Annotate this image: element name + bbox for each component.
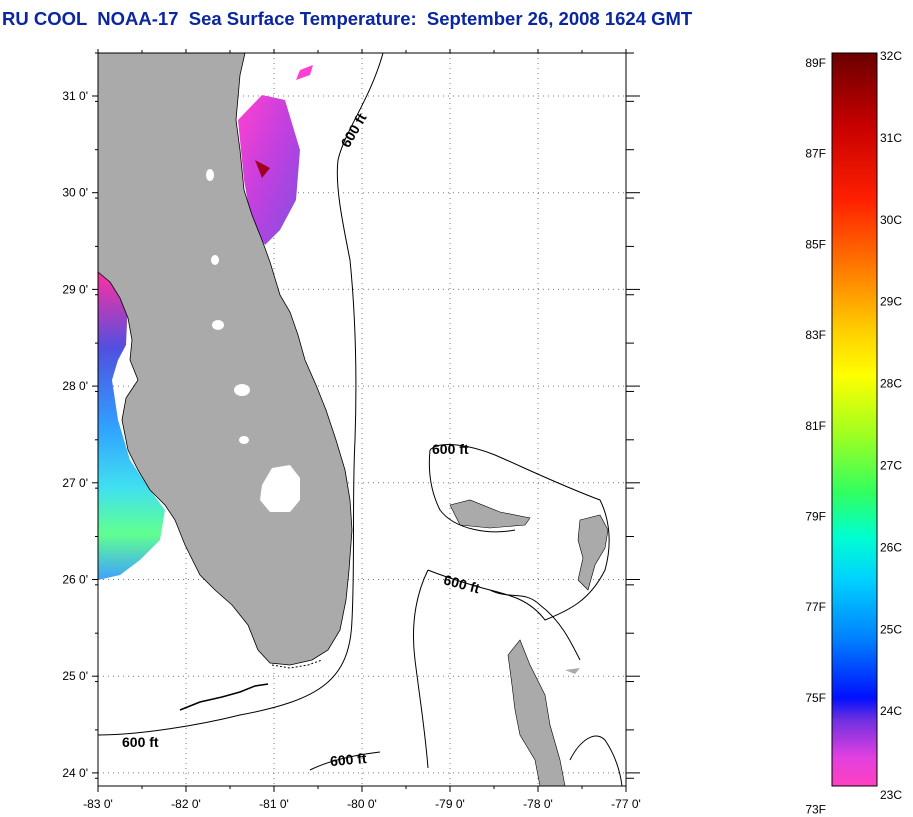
- sst-swath-west: [98, 272, 165, 580]
- colorbar-c-label: 23C: [880, 788, 902, 802]
- colorbar-c-label: 29C: [880, 295, 902, 309]
- land-bahamas: [449, 499, 609, 787]
- colorbar-f-label: 75F: [805, 691, 826, 705]
- colorbar-f-label: 73F: [805, 803, 826, 817]
- lon-tick-label: -82 0': [171, 797, 201, 811]
- colorbar-f-label: 77F: [805, 600, 826, 614]
- colorbar-celsius-labels: 32C 31C 30C 29C 28C 27C 26C 25C 24C 23C: [880, 49, 902, 802]
- colorbar-f-label: 79F: [805, 510, 826, 524]
- land-florida: [97, 52, 353, 711]
- colorbar-c-label: 30C: [880, 213, 902, 227]
- lat-tick-label: 25 0': [62, 669, 88, 683]
- lon-tick-label: -79 0': [435, 797, 465, 811]
- colorbar-c-label: 26C: [880, 540, 902, 554]
- colorbar-c-label: 27C: [880, 459, 902, 473]
- graticule-grid: [98, 53, 626, 786]
- lat-tick-label: 30 0': [62, 186, 88, 200]
- colorbar-c-label: 25C: [880, 622, 902, 636]
- colorbar-c-label: 32C: [880, 49, 902, 63]
- lon-tick-label: -80 0': [347, 797, 377, 811]
- lon-tick-label: -83 0': [83, 797, 113, 811]
- contour-label: 600 ft: [122, 734, 159, 750]
- colorbar-f-label: 89F: [805, 56, 826, 70]
- lon-tick-label: -77 0': [611, 797, 641, 811]
- lat-tick-label: 24 0': [62, 766, 88, 780]
- colorbar-c-label: 24C: [880, 704, 902, 718]
- colorbar: [831, 52, 878, 787]
- sst-swath-east: [238, 65, 313, 245]
- colorbar-f-label: 85F: [805, 237, 826, 251]
- contour-label: 600 ft: [432, 441, 469, 457]
- colorbar-f-label: 83F: [805, 328, 826, 342]
- colorbar-c-label: 28C: [880, 377, 902, 391]
- lat-tick-label: 26 0': [62, 573, 88, 587]
- isobath-600ft: [97, 52, 623, 787]
- colorbar-f-label: 87F: [805, 147, 826, 161]
- contour-label: 600 ft: [329, 750, 367, 769]
- lat-tick-label: 27 0': [62, 476, 88, 490]
- lon-tick-label: -81 0': [259, 797, 289, 811]
- lat-tick-label: 31 0': [62, 89, 88, 103]
- colorbar-f-label: 81F: [805, 419, 826, 433]
- colorbar-c-label: 31C: [880, 131, 902, 145]
- map-title: RU COOL NOAA-17 Sea Surface Temperature:…: [2, 8, 693, 29]
- lat-tick-label: 29 0': [62, 282, 88, 296]
- lon-tick-label: -78 0': [523, 797, 553, 811]
- colorbar-fahrenheit-labels: 89F 87F 85F 83F 81F 79F 77F 75F 73F: [805, 56, 826, 817]
- axis-ticks: -83 0' -82 0' -81 0' -80 0' -79 0' -78 0' -77 …: [62, 49, 641, 811]
- lat-tick-label: 28 0': [62, 379, 88, 393]
